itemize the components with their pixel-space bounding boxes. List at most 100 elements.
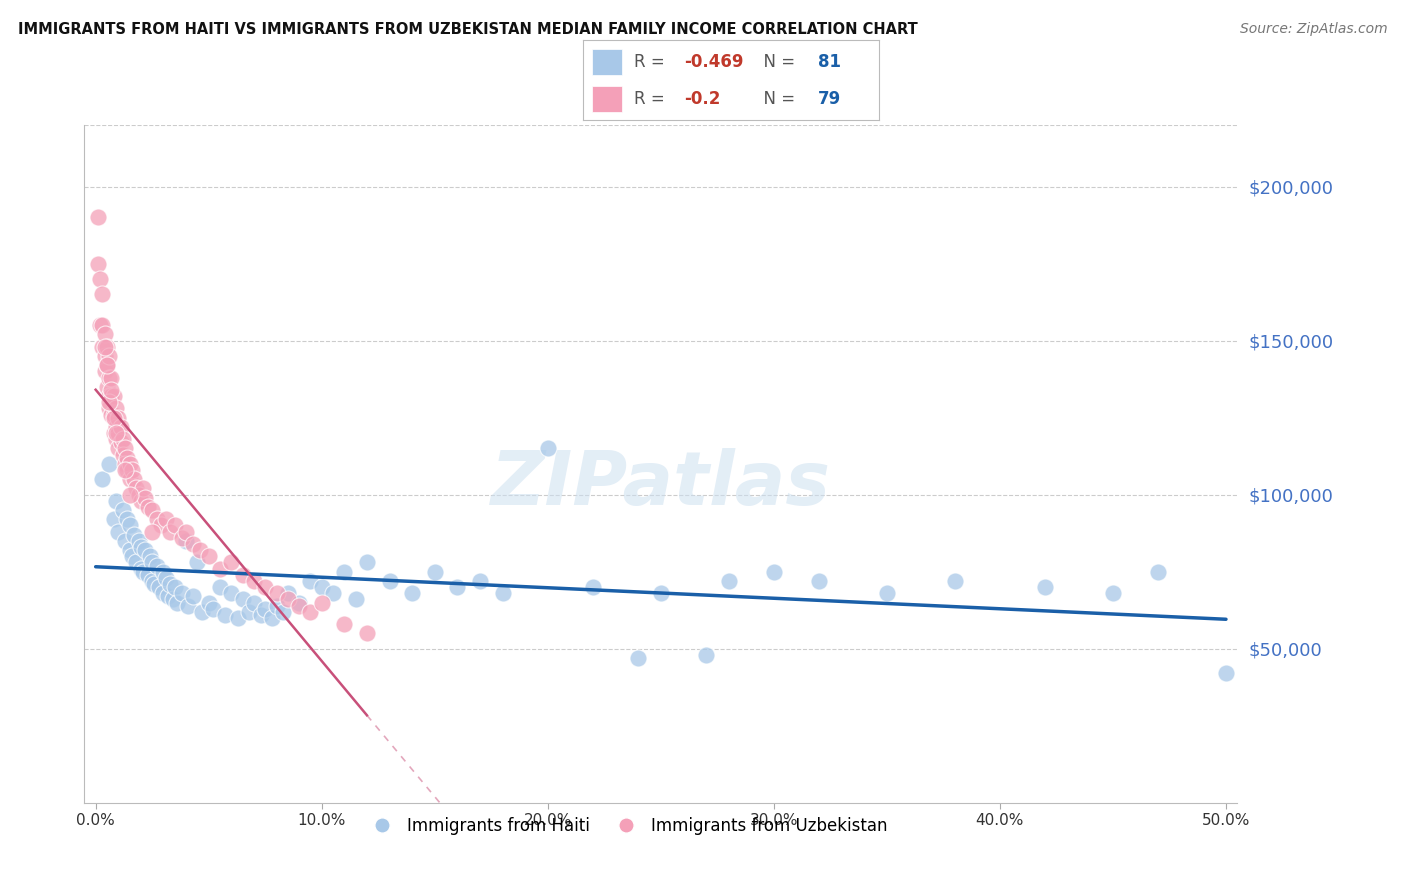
Point <box>401 586 423 600</box>
Point <box>163 580 186 594</box>
Point <box>143 577 166 591</box>
Point <box>356 556 378 570</box>
Point <box>96 380 118 394</box>
Point <box>91 287 114 301</box>
Point <box>118 488 141 502</box>
Point <box>159 577 181 591</box>
Point <box>1102 586 1125 600</box>
Point <box>114 533 136 548</box>
Point <box>423 565 446 579</box>
Point <box>1147 565 1170 579</box>
Point <box>89 318 111 333</box>
Point <box>129 540 152 554</box>
Point <box>96 358 118 372</box>
Point <box>191 605 214 619</box>
Point <box>254 580 277 594</box>
Point <box>134 491 156 505</box>
Point <box>129 493 152 508</box>
Text: 79: 79 <box>818 90 841 108</box>
FancyBboxPatch shape <box>592 49 621 75</box>
Point <box>103 408 125 422</box>
Point <box>221 556 243 570</box>
Point <box>107 524 129 539</box>
Point <box>311 580 333 594</box>
Text: R =: R = <box>634 53 669 70</box>
Point <box>93 349 115 363</box>
Point <box>122 472 145 486</box>
Point <box>98 370 121 384</box>
Point <box>155 571 177 585</box>
Point <box>100 408 122 422</box>
Point <box>98 389 121 403</box>
Point <box>266 586 288 600</box>
Point <box>170 586 193 600</box>
Point <box>186 556 208 570</box>
Point <box>232 592 254 607</box>
Point <box>110 435 132 450</box>
Point <box>129 561 152 575</box>
Point <box>105 425 128 440</box>
Point <box>114 457 136 471</box>
Point <box>271 605 294 619</box>
Point <box>125 556 148 570</box>
Point <box>177 599 200 613</box>
Point <box>87 256 110 270</box>
Point <box>344 592 367 607</box>
Point <box>254 601 277 615</box>
Point <box>197 549 219 564</box>
Point <box>136 500 159 514</box>
Point <box>91 340 114 354</box>
Point <box>132 482 155 496</box>
Point <box>299 605 322 619</box>
Text: IMMIGRANTS FROM HAITI VS IMMIGRANTS FROM UZBEKISTAN MEDIAN FAMILY INCOME CORRELA: IMMIGRANTS FROM HAITI VS IMMIGRANTS FROM… <box>18 22 918 37</box>
Point <box>311 595 333 609</box>
Point <box>356 626 378 640</box>
Point <box>232 567 254 582</box>
Point <box>156 590 179 604</box>
Point <box>333 565 356 579</box>
Point <box>107 410 129 425</box>
Point <box>378 574 401 588</box>
Point <box>132 565 155 579</box>
Point <box>111 448 134 462</box>
Point <box>163 518 186 533</box>
Point <box>181 537 204 551</box>
Point <box>277 592 299 607</box>
Point <box>145 512 167 526</box>
Point <box>221 586 243 600</box>
Point <box>96 358 118 372</box>
Point <box>208 580 231 594</box>
Point <box>717 574 740 588</box>
Point <box>93 340 115 354</box>
Point <box>105 420 128 434</box>
Point <box>288 599 311 613</box>
Point <box>162 592 184 607</box>
Text: Source: ZipAtlas.com: Source: ZipAtlas.com <box>1240 22 1388 37</box>
Point <box>299 574 322 588</box>
Point <box>1215 666 1237 681</box>
Point <box>166 595 188 609</box>
FancyBboxPatch shape <box>592 86 621 112</box>
Point <box>98 457 121 471</box>
Point <box>118 543 141 558</box>
Point <box>214 607 236 622</box>
Point <box>98 349 121 363</box>
Point <box>943 574 966 588</box>
Point <box>121 463 143 477</box>
Point <box>111 503 134 517</box>
Point <box>98 401 121 416</box>
Point <box>105 401 128 416</box>
Point <box>93 364 115 378</box>
Point <box>238 605 260 619</box>
Point <box>141 574 163 588</box>
Point <box>650 586 672 600</box>
Legend: Immigrants from Haiti, Immigrants from Uzbekistan: Immigrants from Haiti, Immigrants from U… <box>359 811 894 842</box>
Point <box>188 543 211 558</box>
Point <box>174 524 197 539</box>
Point <box>141 503 163 517</box>
Point <box>249 607 271 622</box>
Point <box>762 565 785 579</box>
Point <box>110 420 132 434</box>
Text: 81: 81 <box>818 53 841 70</box>
Point <box>491 586 513 600</box>
